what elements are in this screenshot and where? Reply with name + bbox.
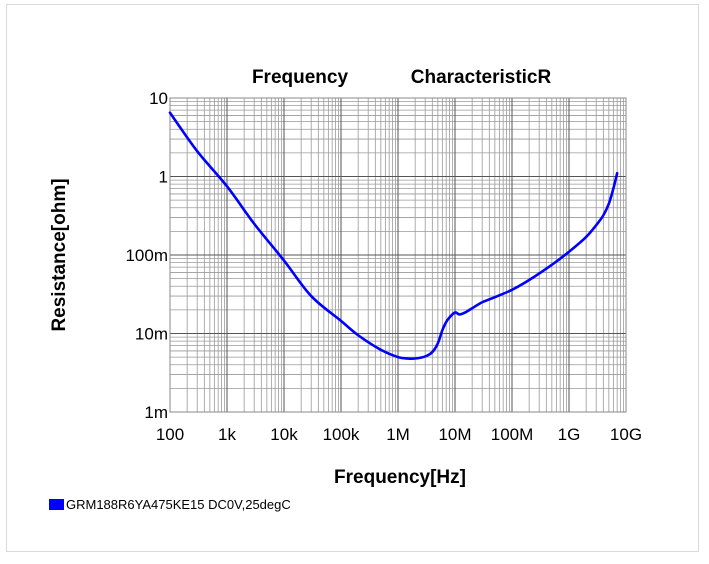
chart-frame (6, 4, 699, 552)
y-tick-label: 10m (135, 325, 168, 344)
chart-title-left: Frequency (252, 67, 349, 88)
x-tick-label: 10k (270, 425, 298, 444)
x-tick-label: 100 (156, 425, 184, 444)
y-tick-label: 1m (144, 403, 168, 422)
series-layer (168, 111, 619, 361)
x-tick-label: 1k (218, 425, 236, 444)
plot-area-border (169, 97, 627, 413)
x-tick-label: 100M (491, 425, 534, 444)
x-tick-label: 10G (610, 425, 642, 444)
legend-label: GRM188R6YA475KE15 DC0V,25degC (66, 497, 291, 512)
y-tick-label: 10 (149, 89, 168, 108)
x-tick-label: 1M (386, 425, 410, 444)
legend-swatch (49, 499, 64, 510)
y-axis-title: Resistance[ohm] (49, 178, 70, 331)
series-line (168, 111, 619, 361)
chart-title-right: CharacteristicR (411, 67, 552, 88)
x-tick-label: 1G (558, 425, 581, 444)
x-tick-label: 100k (323, 425, 360, 444)
y-tick-label: 100m (125, 246, 168, 265)
x-tick-label: 10M (438, 425, 471, 444)
legend: GRM188R6YA475KE15 DC0V,25degC (49, 497, 291, 512)
x-axis-title: Frequency[Hz] (334, 467, 466, 488)
x-tick-labels: 100 1k 10k 100k 1M 10M 100M 1G 10G (156, 425, 642, 444)
y-tick-label: 1 (159, 168, 168, 187)
y-tick-labels: 1m 10m 100m 1 10 (125, 89, 168, 422)
